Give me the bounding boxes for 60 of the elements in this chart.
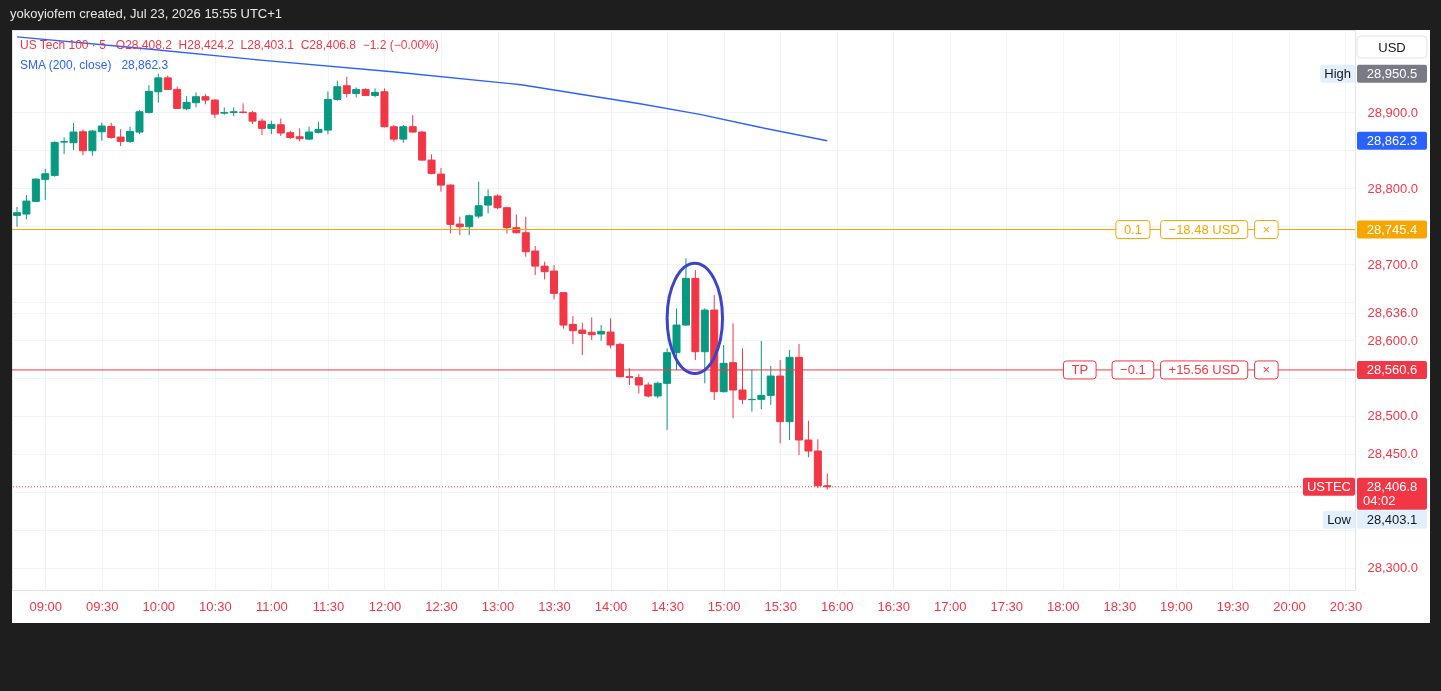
y-axis-title: USD — [1378, 40, 1406, 55]
x-tick-label: 11:30 — [312, 598, 345, 614]
y-tick-label: 28,500.0 — [1367, 408, 1419, 424]
annotation: −18.48 USD — [1168, 222, 1240, 238]
text: 28,862.3 — [1366, 133, 1418, 149]
annotation: High — [1324, 66, 1351, 82]
candlestick — [587, 316, 596, 341]
x-tick-label: 16:30 — [877, 598, 910, 614]
text: yokoyiofem created, Jul 23, 2026 15:55 UTC+1 — [10, 6, 283, 21]
x-tick-label: 12:00 — [368, 598, 402, 614]
x-tick-label: 15:00 — [707, 598, 741, 614]
x-tick-label: 12:30 — [425, 598, 458, 614]
annotation: 28,862.3 — [120, 58, 169, 72]
x-tick-label: 13:30 — [538, 598, 571, 614]
y-tick-label: 28,800.0 — [1367, 180, 1419, 196]
ref-line-label: 28,560.6 — [1366, 362, 1418, 378]
x-tick-label: 16:00 — [820, 598, 854, 614]
series-label: SMA (200, close) — [20, 58, 112, 72]
candlestick — [465, 213, 474, 236]
x-tick-label: 18:00 — [1047, 598, 1080, 614]
text: 28,403.1 — [1366, 512, 1418, 528]
annotation: × — [1262, 362, 1271, 378]
candlestick — [342, 76, 351, 98]
candlestick — [766, 365, 775, 406]
text: 04:02 — [1363, 493, 1396, 509]
annotation: Low — [1327, 512, 1352, 528]
annotation: USTEC — [1306, 479, 1351, 495]
y-tick-label: 28,300.0 — [1367, 560, 1419, 576]
x-tick-label: 14:30 — [651, 598, 684, 614]
x-tick-label: 09:30 — [86, 598, 119, 614]
x-tick-label: 19:30 — [1216, 598, 1250, 614]
x-tick-label: 20:00 — [1273, 598, 1306, 614]
x-tick-label: 18:30 — [1103, 598, 1137, 614]
y-tick-label: 28,636.0 — [1367, 305, 1419, 321]
annotation: TP — [1071, 362, 1089, 378]
y-tick-label: 28,600.0 — [1367, 332, 1419, 348]
x-tick-label: 15:30 — [764, 598, 797, 614]
annotation: +15.56 USD — [1168, 362, 1240, 378]
annotation: × — [1262, 222, 1271, 238]
annotation: 0.1 — [1123, 222, 1142, 238]
x-tick-label: 09:00 — [29, 598, 63, 614]
x-tick-label: 19:00 — [1160, 598, 1193, 614]
x-tick-label: 11:00 — [256, 598, 288, 614]
y-tick-label: 28,450.0 — [1367, 446, 1419, 462]
annotation: −0.1 — [1120, 362, 1146, 378]
x-tick-label: 10:00 — [142, 598, 176, 614]
x-tick-label: 20:30 — [1329, 598, 1363, 614]
x-tick-label: 17:00 — [933, 598, 967, 614]
x-tick-label: 13:00 — [481, 598, 515, 614]
text: 28,950.5 — [1366, 66, 1418, 82]
candlestick — [78, 128, 87, 156]
ref-line-label: 28,406.8 — [1366, 479, 1418, 495]
x-tick-label: 10:30 — [199, 598, 232, 614]
y-tick-label: 28,700.0 — [1367, 256, 1419, 272]
x-tick-label: 17:30 — [990, 598, 1024, 614]
y-tick-label: 28,900.0 — [1367, 104, 1419, 120]
candlestick — [371, 87, 380, 98]
ref-line-label: 28,745.4 — [1366, 222, 1418, 238]
x-tick-label: 14:00 — [594, 598, 628, 614]
line-series — [16, 36, 828, 142]
